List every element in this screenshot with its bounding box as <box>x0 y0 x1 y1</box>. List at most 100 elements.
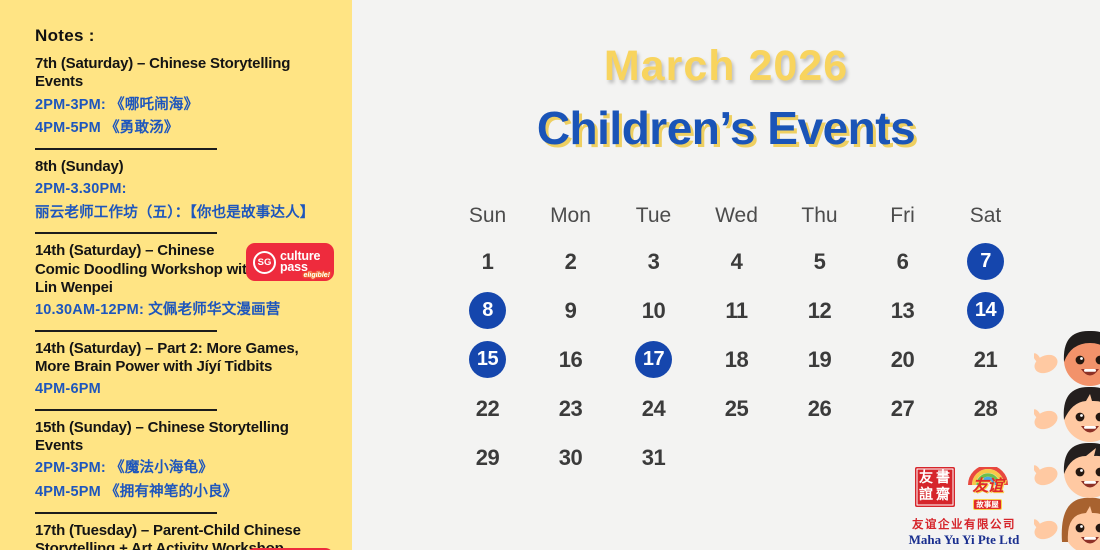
calendar-day-cell: 28 <box>944 384 1027 433</box>
calendar-day-cell: 25 <box>695 384 778 433</box>
calendar-day-cell: 2 <box>529 237 612 286</box>
calendar-day-cell: 13 <box>861 286 944 335</box>
calendar-day-cell: 1 <box>446 237 529 286</box>
day-number: 3 <box>647 248 660 274</box>
calendar-grid: Sun Mon Tue Wed Thu Fri Sat 1 2 3 4 5 6 7 8 9 10 11 12 13 14… <box>446 188 1028 482</box>
culture-pass-label: culture pass <box>280 249 321 275</box>
calendar-day-cell: 8 <box>446 286 529 335</box>
day-number: 26 <box>807 395 832 421</box>
day-number: 1 <box>481 248 494 274</box>
event-time-detail: 4PM-5PM 《勇敢汤》 <box>35 120 179 137</box>
event-day-highlight: 8 <box>469 292 506 329</box>
notes-list: 7th (Saturday) – Chinese Storytelling Ev… <box>35 55 334 550</box>
day-number: 21 <box>973 346 998 372</box>
calendar-day-cell: 22 <box>446 384 529 433</box>
company-logos: 友書誼齋 友谊 故事屋 友谊企业有限公司 Maha Yu Yi Pte Ltd <box>903 467 1025 548</box>
day-number: 25 <box>724 395 749 421</box>
calendar-day-cell: 17 <box>612 335 695 384</box>
day-number: 28 <box>973 395 998 421</box>
day-number: 12 <box>807 297 832 323</box>
day-number: 4 <box>730 248 743 274</box>
day-number: 6 <box>896 248 909 274</box>
page-title: Children’s Events <box>536 102 916 154</box>
month-title: March 2026 <box>603 42 849 90</box>
yu-yi-stamp-logo: 友書誼齋 <box>914 467 955 507</box>
event-time-detail: 10.30AM-12PM: 文佩老师华文漫画营 <box>35 302 281 319</box>
stamp-character: 齋 <box>936 488 950 503</box>
event-day-highlight: 7 <box>967 243 1004 280</box>
stamp-character: 誼 <box>919 488 933 503</box>
day-number: 11 <box>725 297 748 323</box>
section-divider <box>35 232 217 235</box>
rainbow-storyhouse-logo: 友谊 故事屋 <box>962 467 1014 512</box>
event-day-highlight: 14 <box>967 292 1004 329</box>
section-divider <box>35 329 217 332</box>
stamp-character: 友 <box>919 471 933 486</box>
calendar-day-cell: 26 <box>778 384 861 433</box>
note-section: 17th (Tuesday) – Parent-Child Chinese St… <box>35 522 334 550</box>
child-illustration-girl <box>1034 386 1100 442</box>
event-time-detail: 2PM-3PM: 《魔法小海龟》 <box>35 460 214 477</box>
day-number: 22 <box>475 395 500 421</box>
culture-pass-line2: pass <box>280 260 308 275</box>
day-number: 29 <box>475 444 500 470</box>
notes-sidebar: Notes : 7th (Saturday) – Chinese Storyte… <box>0 0 352 550</box>
event-time-detail: 丽云老师工作坊（五）：【你也是故事达人】 <box>35 204 315 221</box>
culture-pass-line1: culture <box>280 249 321 264</box>
sg-logo-icon: SG <box>253 250 276 274</box>
event-time-detail: 4PM-6PM <box>35 381 101 398</box>
event-day-highlight: 17 <box>635 341 672 378</box>
section-divider <box>35 408 217 411</box>
note-section: 15th (Sunday) – Chinese Storytelling Eve… <box>35 419 334 514</box>
calendar-day-cell: 15 <box>446 335 529 384</box>
calendar-day-cell: 21 <box>944 335 1027 384</box>
calendar-day-cell: 20 <box>861 335 944 384</box>
calendar-day-cell: 29 <box>446 433 529 482</box>
calendar-day-cell: 4 <box>695 237 778 286</box>
calendar-day-cell: 30 <box>529 433 612 482</box>
calendar-day-cell: 10 <box>612 286 695 335</box>
day-number: 27 <box>890 395 915 421</box>
calendar-day-cell: 3 <box>612 237 695 286</box>
rainbow-logo-text: 友谊 <box>972 478 1003 495</box>
day-number: 2 <box>564 248 577 274</box>
calendar-day-cell: 14 <box>944 286 1027 335</box>
event-title: 8th (Sunday) <box>35 157 124 175</box>
day-number: 16 <box>558 346 583 372</box>
rainbow-logo-subtext: 故事屋 <box>973 499 1002 510</box>
calendar-header: March 2026 Children’s Events <box>352 42 1100 155</box>
note-section: 14th (Saturday) – Part 2: More Games, Mo… <box>35 340 334 411</box>
day-number: 24 <box>641 395 666 421</box>
calendar-day-cell: 12 <box>778 286 861 335</box>
day-number: 9 <box>564 297 577 323</box>
eligible-tag: eligible! <box>303 272 330 280</box>
day-number: 30 <box>558 444 583 470</box>
note-section: 7th (Saturday) – Chinese Storytelling Ev… <box>35 55 334 150</box>
event-day-highlight: 15 <box>469 341 506 378</box>
child-illustration-boy <box>1034 330 1100 386</box>
company-name-english: Maha Yu Yi Pte Ltd <box>908 532 1020 547</box>
event-title: 14th (Saturday) – Part 2: More Games, Mo… <box>35 339 299 375</box>
weekday-header: Thu <box>801 204 838 227</box>
day-number: 20 <box>890 346 915 372</box>
event-time-detail: 2PM-3PM: 《哪吒闹海》 <box>35 96 199 113</box>
stamp-character: 書 <box>936 471 950 486</box>
event-title: 14th (Saturday) – Chinese Comic Doodling… <box>35 242 256 296</box>
note-section: 14th (Saturday) – Chinese Comic Doodling… <box>35 242 334 332</box>
weekday-header: Fri <box>890 204 915 227</box>
logo-row: 友書誼齋 友谊 故事屋 <box>903 467 1025 512</box>
calendar-day-cell: 7 <box>944 237 1027 286</box>
notes-title: Notes : <box>35 26 95 45</box>
event-time-detail: 2PM-3.30PM: <box>35 181 127 198</box>
empty-cell <box>695 433 778 482</box>
section-divider <box>35 511 217 514</box>
weekday-header: Sun <box>468 204 507 227</box>
calendar-day-cell: 24 <box>612 384 695 433</box>
child-illustration-girl-2 <box>1034 497 1100 550</box>
calendar-day-cell: 11 <box>695 286 778 335</box>
calendar-day-cell: 27 <box>861 384 944 433</box>
calendar-day-cell: 16 <box>529 335 612 384</box>
calendar-day-cell: 31 <box>612 433 695 482</box>
